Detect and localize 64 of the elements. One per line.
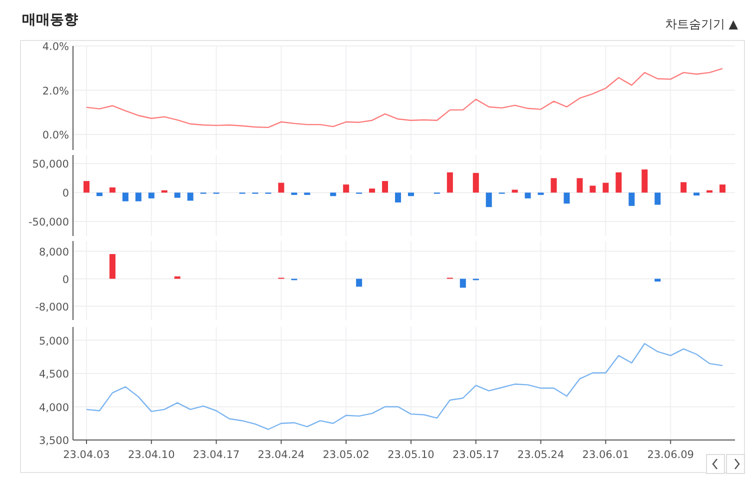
- bar: [187, 192, 194, 201]
- text: 차트숨기기 ▲: [664, 17, 739, 31]
- bar: [109, 187, 116, 193]
- y-tick-label: 50,000: [32, 158, 69, 171]
- x-tick-label: 23.06.01: [582, 449, 630, 461]
- bar: [602, 182, 609, 193]
- bar: [395, 192, 402, 202]
- x-tick-label: 23.04.03: [63, 449, 110, 461]
- x-tick-label: 23.04.10: [128, 449, 175, 461]
- bar: [109, 254, 116, 279]
- x-tick-label: 23.05.10: [388, 449, 434, 461]
- bar: [446, 172, 453, 193]
- y-tick-label: 3,500: [38, 435, 69, 447]
- bar: [148, 192, 154, 198]
- bar: [576, 178, 583, 193]
- bar: [84, 181, 90, 193]
- y-tick-label: 0.0%: [42, 130, 70, 142]
- bar: [590, 186, 596, 193]
- bar: [616, 172, 622, 193]
- y-tick-label: 8,000: [38, 246, 69, 258]
- bar: [369, 188, 376, 193]
- bar: [524, 192, 531, 198]
- line-series: [86, 343, 724, 430]
- bar: [356, 278, 362, 287]
- y-tick-label: 5,000: [38, 335, 69, 348]
- bar: [122, 192, 128, 202]
- x-tick-label: 23.04.17: [192, 449, 240, 461]
- bar: [654, 192, 661, 205]
- y-tick-label: 0: [62, 274, 69, 286]
- bar: [408, 192, 414, 196]
- x-tick-label: 23.04.24: [258, 449, 305, 461]
- bar: [343, 184, 350, 193]
- chart-title: 매매동향: [22, 12, 78, 28]
- bar: [720, 184, 726, 193]
- bar: [460, 278, 466, 288]
- bar: [564, 192, 570, 204]
- y-tick-label: 4,500: [38, 368, 69, 381]
- bar: [486, 192, 492, 208]
- line-series: [86, 68, 724, 128]
- y-tick-label: 4,000: [38, 402, 69, 414]
- y-tick-label: 2.0%: [42, 85, 70, 98]
- bar: [512, 190, 518, 193]
- bar: [654, 278, 661, 282]
- bar: [96, 192, 102, 196]
- y-tick-label: -8,000: [35, 301, 69, 314]
- bar: [174, 276, 180, 279]
- bar: [628, 192, 635, 206]
- x-tick-label: 23.05.24: [517, 449, 564, 461]
- bar: [694, 192, 700, 196]
- x-tick-label: 23.05.02: [322, 449, 370, 461]
- bar: [174, 192, 180, 198]
- y-tick-label: 4.0%: [42, 41, 70, 53]
- bar: [550, 178, 557, 193]
- bar: [278, 182, 284, 193]
- y-tick-label: -50,000: [28, 216, 69, 229]
- x-tick-label: 23.05.17: [452, 449, 500, 461]
- bar: [642, 169, 648, 193]
- x-tick-label: 23.06.09: [647, 449, 694, 461]
- y-tick-label: 0: [62, 188, 69, 200]
- bar: [330, 192, 336, 196]
- bar: [382, 181, 388, 193]
- bar: [472, 172, 479, 193]
- bar: [135, 192, 142, 202]
- bar: [680, 182, 687, 193]
